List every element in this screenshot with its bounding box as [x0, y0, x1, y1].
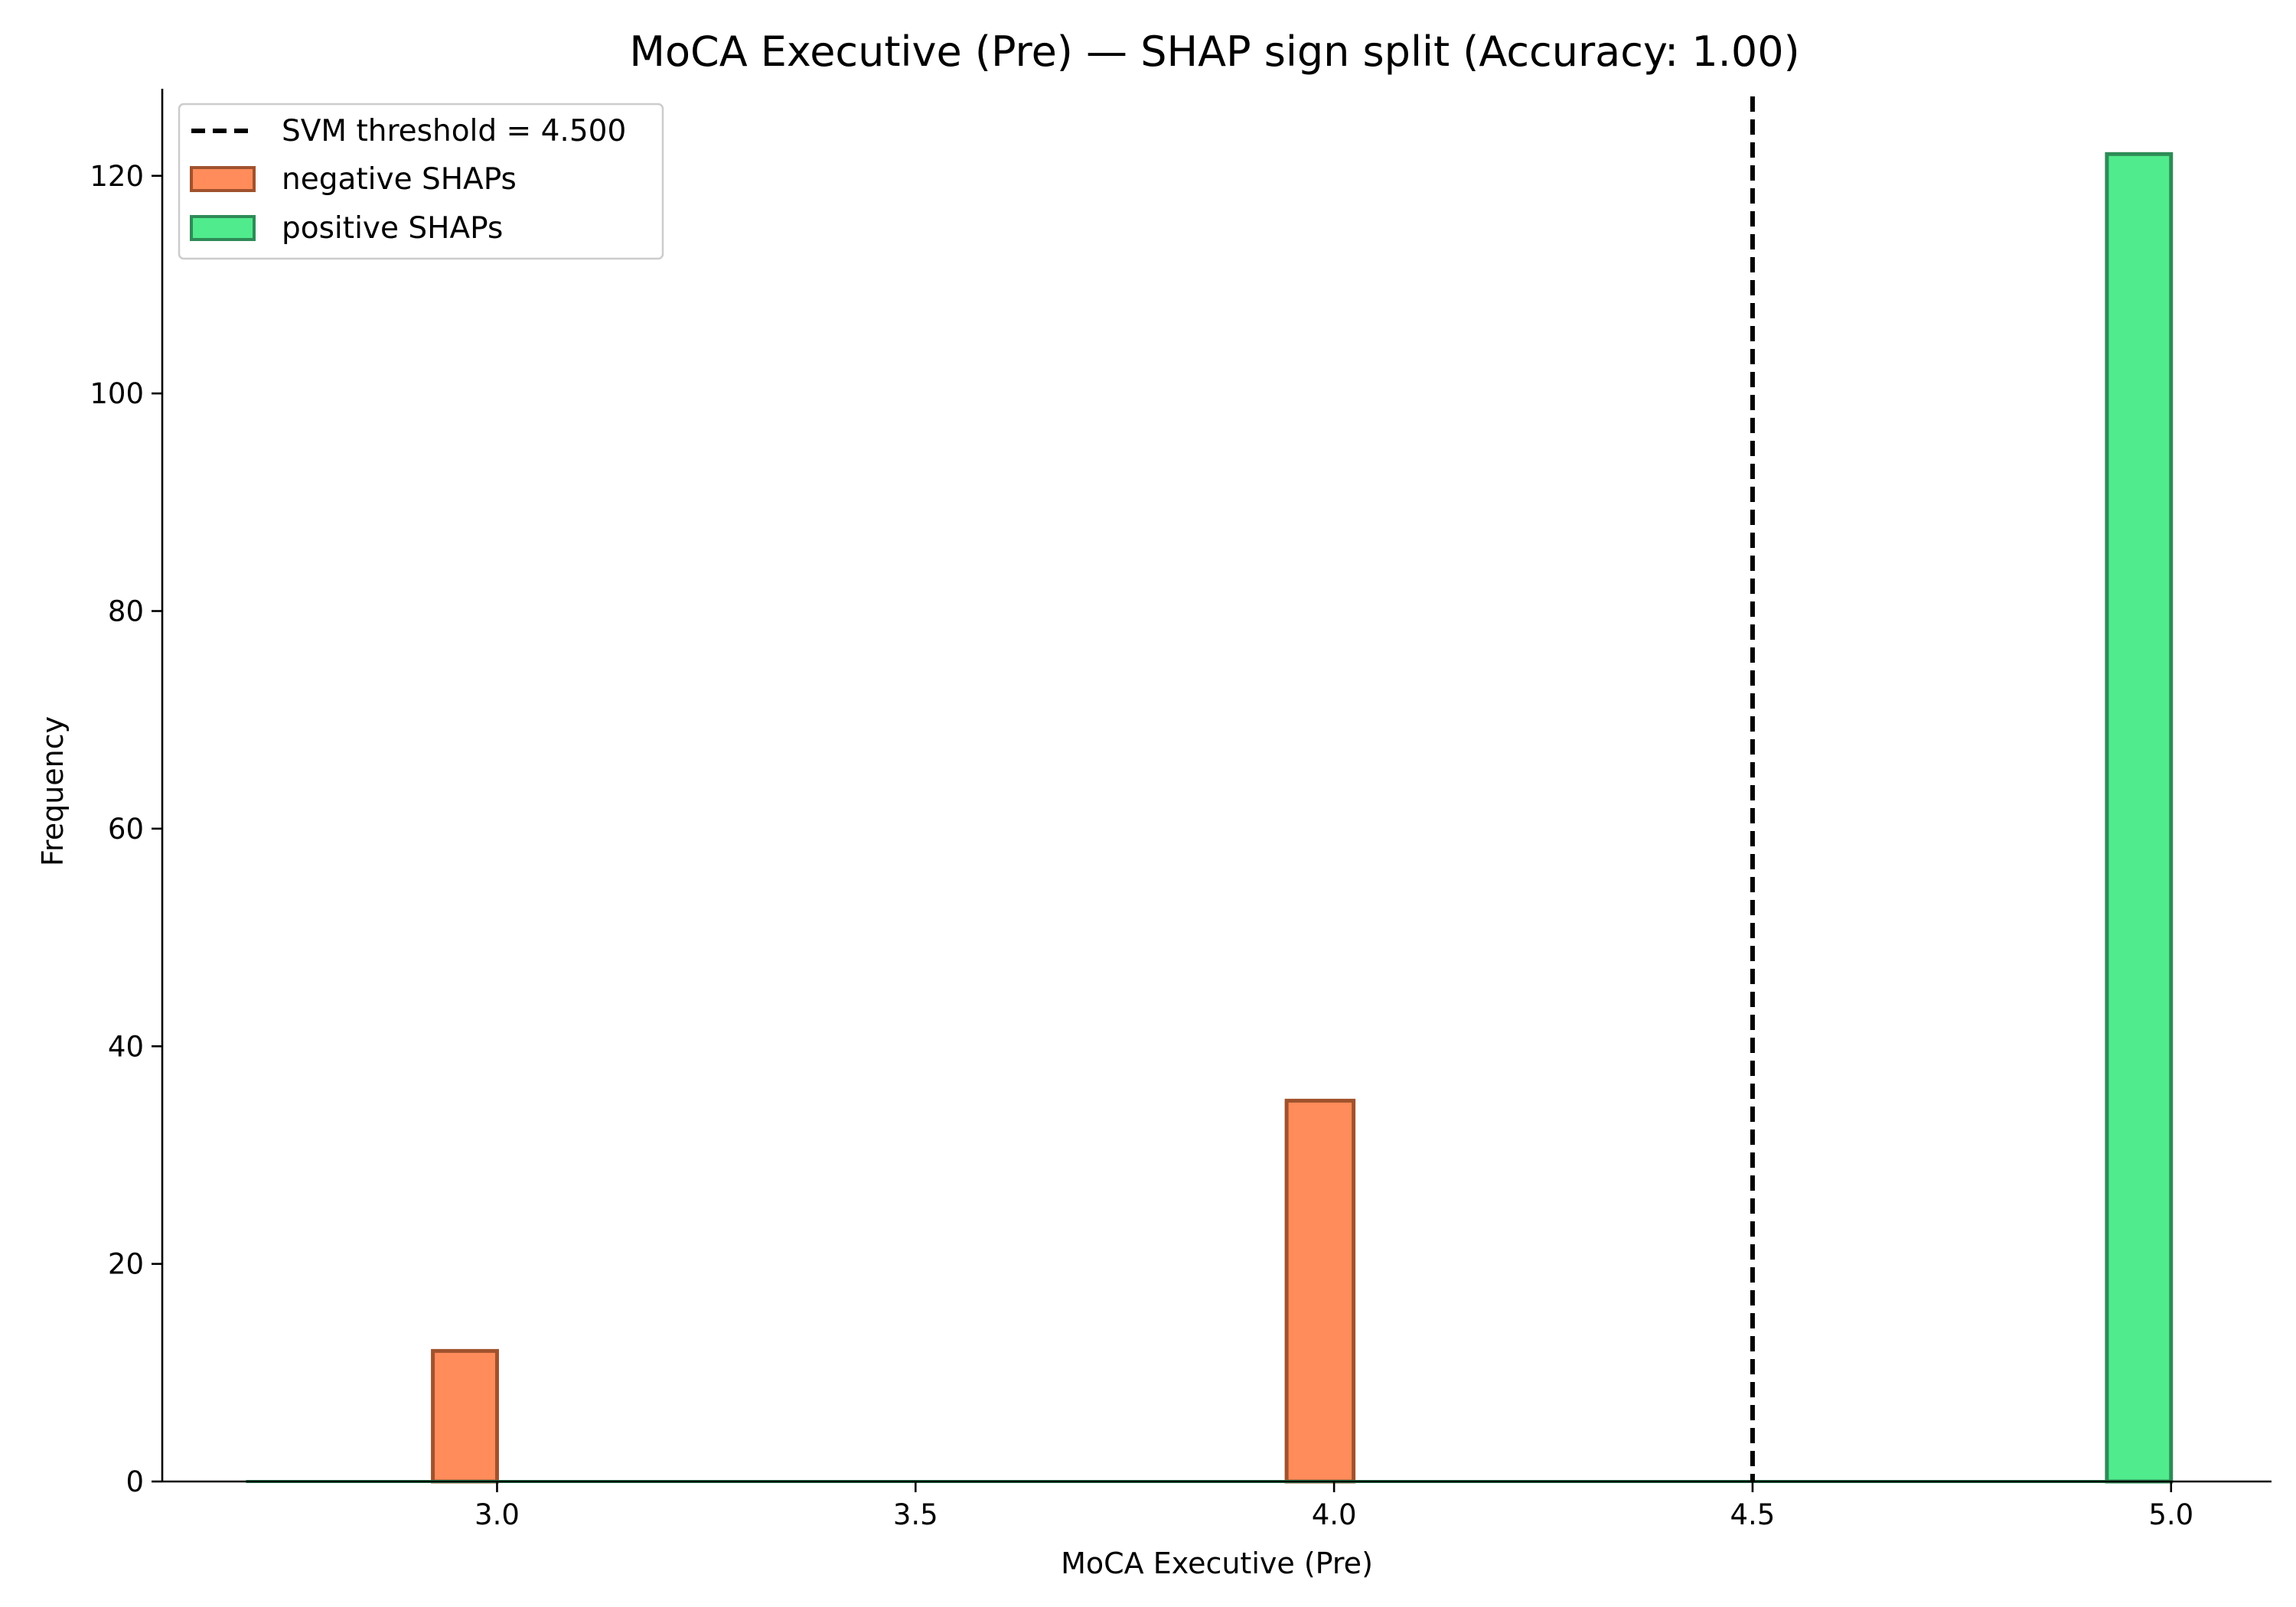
legend-threshold-label: SVM threshold = 4.500 [282, 114, 626, 148]
y-tick-label: 120 [90, 160, 144, 193]
x-ticks-group: 3.0 3.5 4.0 4.5 5.0 [475, 1482, 2193, 1531]
y-axis-label: Frequency [36, 716, 70, 866]
y-tick-label: 20 [108, 1248, 144, 1281]
y-ticks-group: 0 20 40 60 80 100 120 [90, 160, 162, 1498]
legend-positive-swatch [190, 215, 256, 241]
legend-negative-swatch [190, 166, 256, 192]
x-axis-label: MoCA Executive (Pre) [1061, 1547, 1373, 1580]
legend-positive-label: positive SHAPs [282, 211, 503, 246]
x-tick-label: 3.5 [893, 1498, 938, 1531]
x-tick-label: 5.0 [2148, 1498, 2193, 1531]
legend-box [178, 103, 664, 260]
x-tick-label: 3.0 [475, 1498, 520, 1531]
y-tick-label: 0 [126, 1465, 144, 1498]
chart-title: MoCA Executive (Pre) — SHAP sign split (… [629, 28, 1799, 76]
bar-negative-0 [431, 1348, 499, 1484]
y-tick-label: 40 [108, 1030, 144, 1063]
y-tick-label: 60 [108, 813, 144, 846]
bar-positive-0 [2105, 152, 2174, 1484]
x-tick-label: 4.5 [1730, 1498, 1776, 1531]
y-tick-label: 100 [90, 377, 144, 410]
x-tick-label: 4.0 [1312, 1498, 1357, 1531]
legend: SVM threshold = 4.500 negative SHAPs pos… [178, 103, 664, 260]
bar-negative-1 [1284, 1098, 1356, 1484]
legend-negative-label: negative SHAPs [282, 162, 517, 197]
y-tick-label: 80 [108, 595, 144, 628]
bars-group [431, 152, 2174, 1484]
